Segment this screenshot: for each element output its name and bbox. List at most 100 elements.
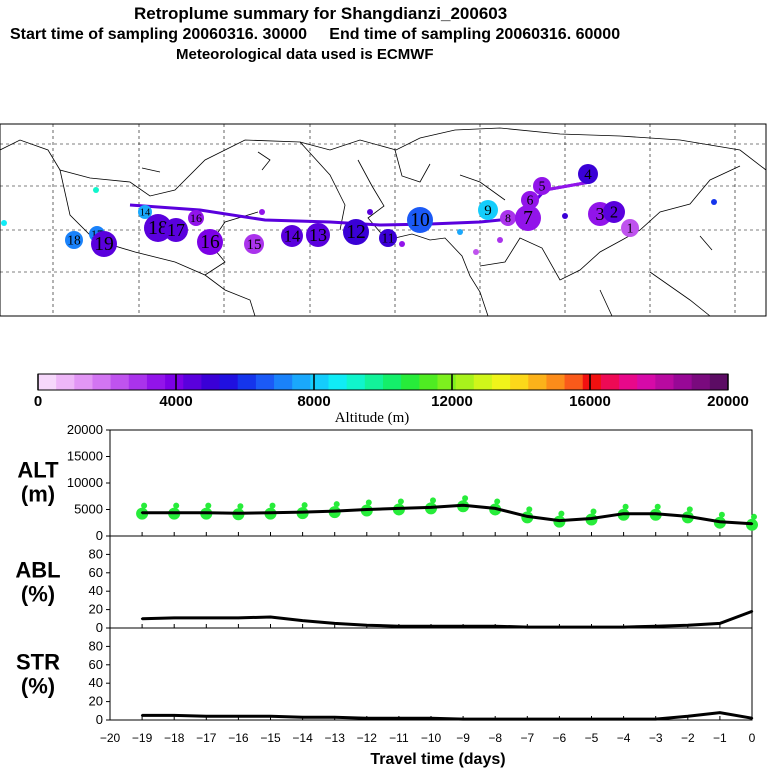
panel-yunit: (m) [21, 482, 55, 507]
map-cluster-label: 1 [627, 221, 634, 236]
map-cluster-label: 18 [67, 233, 81, 248]
x-tick-label: −7 [520, 731, 534, 745]
alt-spread-blob [718, 511, 725, 518]
series-line-alt [142, 503, 753, 526]
map-cluster-label: 7 [523, 208, 533, 229]
colorbar-swatch [582, 374, 602, 390]
colorbar-swatch [292, 374, 311, 390]
alt-spread-blob [430, 497, 436, 504]
data-point [237, 616, 240, 620]
data-point [237, 715, 240, 718]
data-point [558, 717, 561, 721]
colorbar-swatch [183, 374, 202, 390]
map-cluster-circle [65, 231, 83, 249]
data-point [397, 624, 401, 628]
data-point [750, 522, 754, 526]
map-cluster-label: 11 [382, 231, 395, 246]
data-point [365, 624, 368, 627]
data-point [429, 624, 433, 628]
data-point [301, 716, 304, 719]
data-point [686, 715, 689, 718]
sampling-end: End time of sampling 20060316. 60000 [329, 26, 621, 43]
colorbar-swatch [165, 374, 184, 390]
colorbar-tick-label: 20000 [707, 393, 749, 410]
colorbar-tick-label: 12000 [431, 393, 473, 410]
y-tick-label: 0 [96, 528, 103, 543]
map-cluster-label: 4 [584, 167, 592, 183]
x-tick-label: 0 [749, 731, 756, 745]
map-cluster-label: 8 [505, 211, 511, 225]
data-point [173, 511, 176, 514]
data-point [686, 624, 689, 627]
map-cluster-label: 13 [309, 225, 327, 245]
map-cluster-circle [521, 191, 539, 209]
data-point [205, 511, 208, 514]
data-point [333, 622, 336, 625]
colorbar-swatch [419, 374, 438, 390]
y-tick-label: 20 [89, 602, 103, 617]
panel-yunit: (%) [21, 581, 55, 606]
data-point [461, 624, 465, 628]
map-point [1, 220, 7, 226]
colorbar-swatch [128, 374, 148, 390]
map-cluster-circle [91, 231, 117, 257]
colorbar-swatch [364, 374, 384, 390]
colorbar-swatch [455, 374, 475, 390]
map-cluster-label: 16 [200, 232, 220, 253]
alt-spread-blob [622, 503, 629, 510]
x-tick-label: −10 [421, 731, 442, 745]
data-point [140, 511, 144, 514]
map-cluster-circle [515, 205, 541, 231]
alt-spread-blob [365, 499, 372, 506]
data-point [140, 714, 144, 717]
data-point [269, 511, 272, 514]
data-point [140, 617, 144, 620]
y-tick-label: 15000 [67, 449, 103, 464]
colorbar-swatch [600, 374, 620, 390]
map-cluster-label: 9 [484, 203, 492, 219]
alt-spread-blob [173, 502, 180, 509]
data-point [173, 714, 176, 717]
colorbar-swatch [491, 374, 511, 390]
data-point [301, 510, 304, 514]
map-cluster-circle [144, 214, 172, 242]
data-point [718, 622, 722, 625]
data-point [429, 716, 433, 720]
data-point [237, 512, 240, 515]
x-tick-label: −6 [553, 731, 567, 745]
data-point [654, 512, 657, 515]
data-point [526, 515, 529, 518]
colorbar-swatch [655, 374, 675, 390]
map-cluster-label: 17 [167, 220, 185, 240]
alt-spread-blob [558, 510, 565, 517]
map-point [399, 241, 405, 247]
y-tick-label: 20000 [67, 422, 103, 437]
data-point [461, 717, 465, 721]
data-point [365, 716, 368, 720]
colorbar-label: Altitude (m) [335, 410, 410, 426]
colorbar-swatch [709, 374, 729, 390]
map-cluster-circle [138, 205, 152, 219]
colorbar-swatch [201, 374, 221, 390]
colorbar-swatch [255, 374, 275, 390]
map-cluster-circle [164, 218, 188, 242]
alt-spread-blob [397, 498, 404, 505]
y-tick-label: 80 [89, 638, 103, 653]
alt-spread-blob [751, 513, 757, 520]
map-point [473, 249, 479, 255]
x-tick-label: −18 [164, 731, 185, 745]
map-cluster-circle [281, 225, 303, 247]
map-cluster-circle [478, 200, 498, 220]
colorbar-swatch [56, 374, 75, 390]
data-point [622, 512, 625, 515]
y-tick-label: 0 [96, 712, 103, 727]
map-cluster-circle [343, 219, 369, 245]
map-cluster-label: 2 [610, 203, 618, 222]
x-tick-label: −1 [713, 731, 727, 745]
y-tick-label: 20 [89, 694, 103, 709]
x-tick-label: −9 [456, 731, 470, 745]
map-cluster-circle [306, 223, 330, 247]
map-cluster-label: 5 [539, 179, 546, 194]
x-tick-label: −13 [325, 731, 346, 745]
panel-ylabel: STR [16, 649, 60, 674]
